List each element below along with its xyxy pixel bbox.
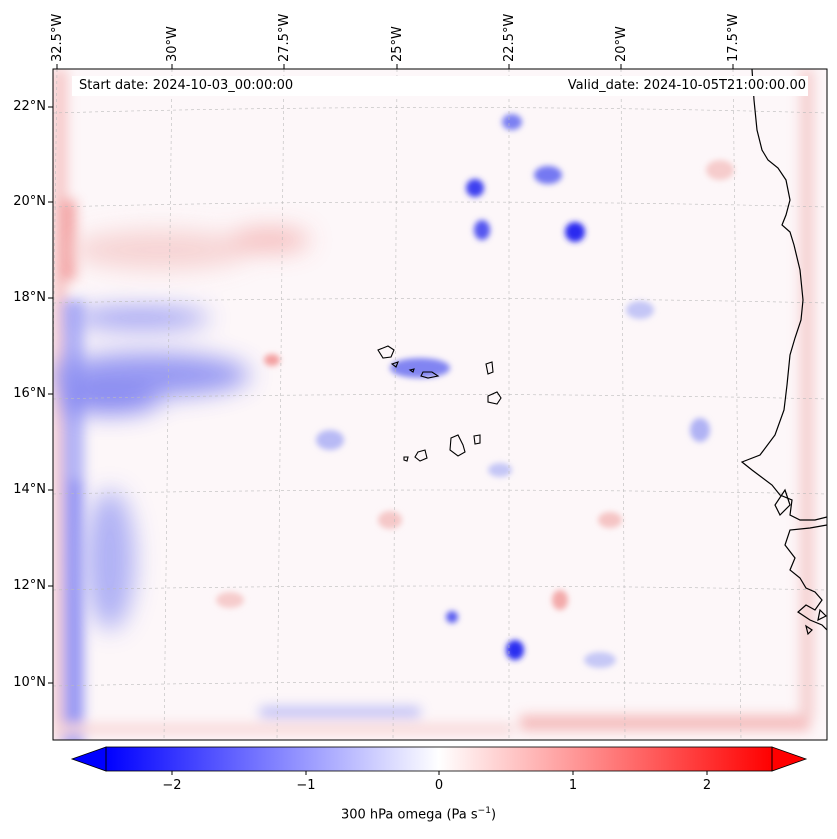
cape-verde-islands: [377, 345, 502, 462]
colorbar-extend-min: [70, 746, 107, 772]
lat-label-22n: 22°N: [13, 99, 46, 114]
gridlines: [53, 69, 827, 740]
colorbar-tick-2: 2: [702, 778, 712, 793]
lon-label-20w: 20°W: [614, 26, 629, 62]
colorbar-tick-0: 0: [434, 778, 444, 793]
colorbar-extend-max: [771, 746, 808, 772]
lat-label-12n: 12°N: [13, 578, 46, 593]
map-frame: [52, 68, 828, 741]
lat-label-14n: 14°N: [13, 482, 46, 497]
start-date-label: Start date: 2024-10-03_00:00:00: [79, 78, 294, 93]
colorbar-tick-1: 1: [568, 778, 578, 793]
valid-date-label: Valid_date: 2024-10-05T21:00:00.00: [567, 78, 806, 93]
colorbar-gradient: [106, 747, 772, 771]
lon-label-30w: 30°W: [165, 26, 180, 62]
lon-label-27-5w: 27.5°W: [277, 13, 292, 62]
colorbar-tick-minus1: −1: [296, 778, 316, 793]
lon-label-22-5w: 22.5°W: [502, 13, 517, 62]
omega-field: [53, 69, 827, 740]
lon-label-17-5w: 17.5°W: [726, 13, 741, 62]
lat-label-20n: 20°N: [13, 194, 46, 209]
colorbar-tick-minus2: −2: [162, 778, 182, 793]
date-info-bar: [72, 76, 808, 96]
colorbar: [70, 746, 808, 775]
lat-label-10n: 10°N: [13, 675, 46, 690]
lat-label-18n: 18°N: [13, 290, 46, 305]
coastline: [740, 69, 827, 636]
lat-label-16n: 16°N: [13, 386, 46, 401]
lon-label-32-5w: 32.5°W: [50, 13, 65, 62]
lon-label-25w: 25°W: [390, 26, 405, 62]
colorbar-label: 300 hPa omega (Pa s−1): [340, 806, 497, 823]
